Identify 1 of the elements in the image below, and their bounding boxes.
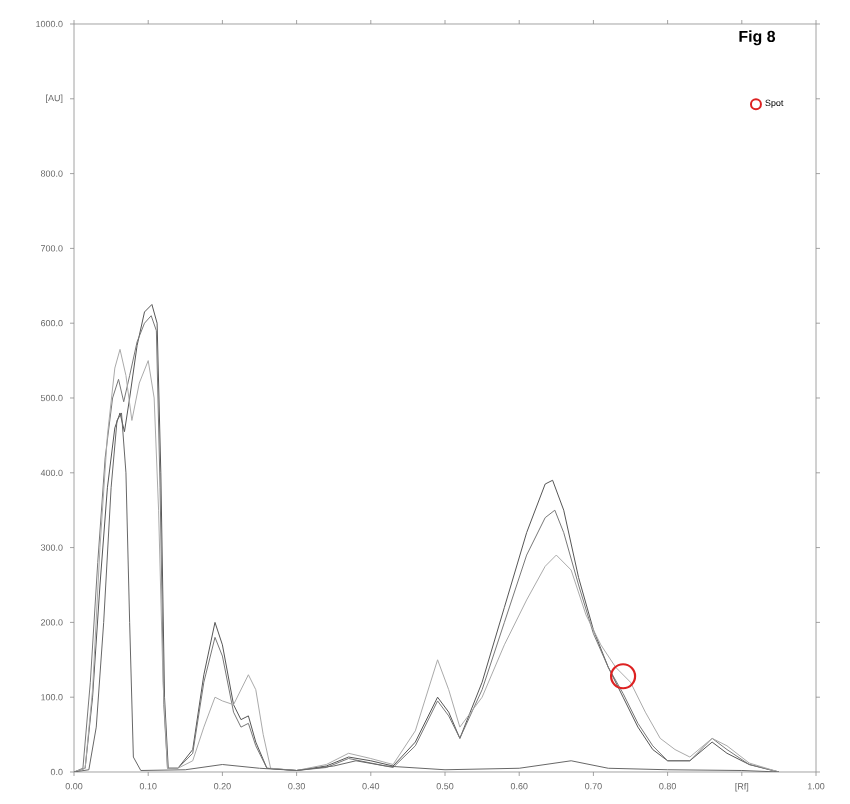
line-series xyxy=(74,412,780,772)
